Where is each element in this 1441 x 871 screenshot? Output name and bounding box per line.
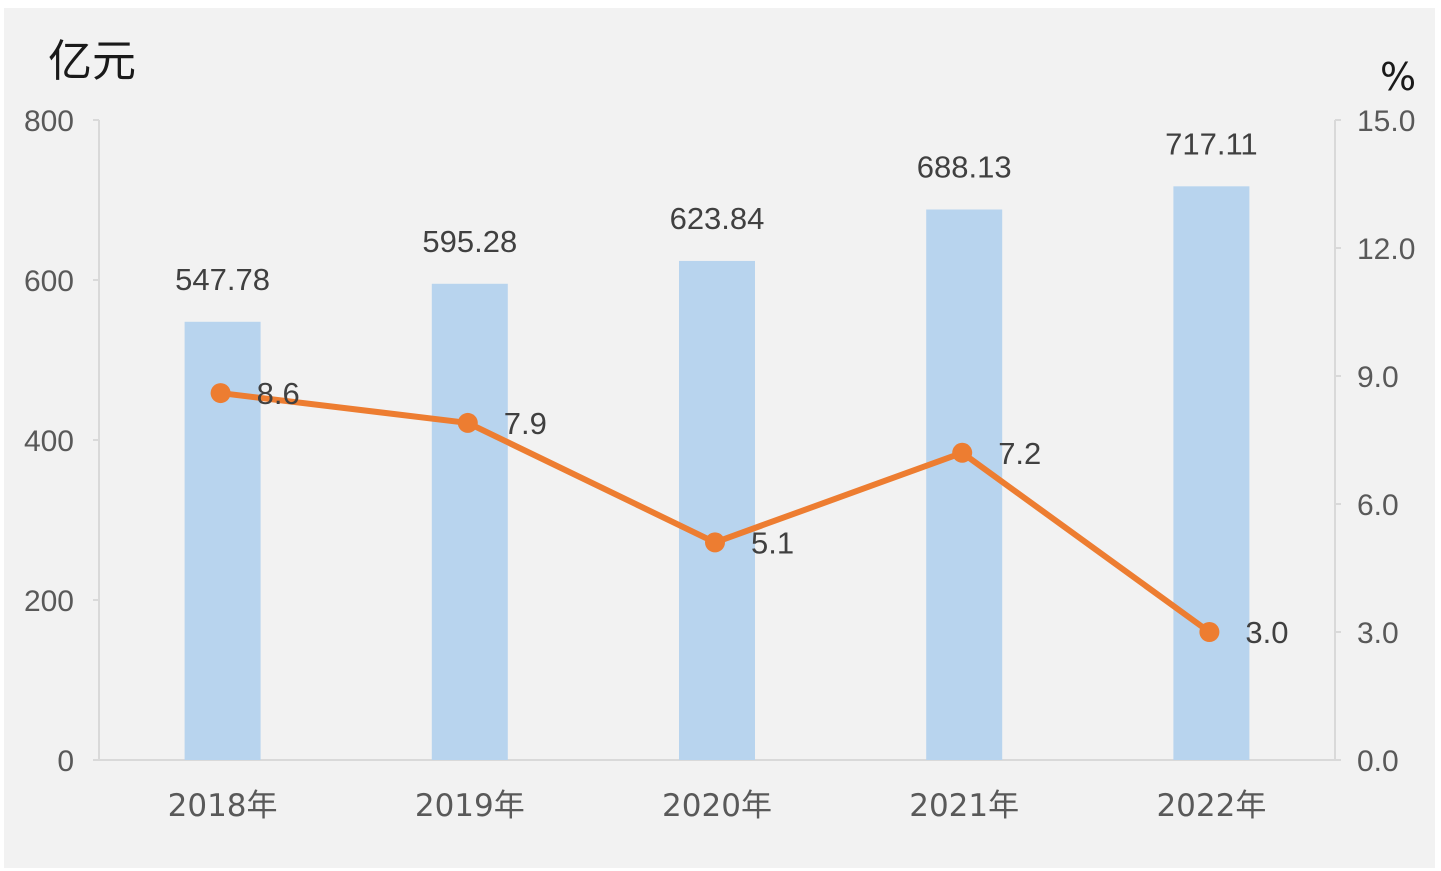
left-tick-label: 0 <box>57 745 74 778</box>
line-point-2018年 <box>210 383 231 404</box>
right-tick-label: 0.0 <box>1357 745 1399 778</box>
bar-value-label: 623.84 <box>670 201 765 236</box>
category-label: 2022年 <box>1156 788 1266 824</box>
combo-chart: 亿元 % 547.78 595.28 623.84 688.13 717.11 8.6 7.… <box>24 36 1416 824</box>
line-value-label: 3.0 <box>1245 615 1288 650</box>
bar-value-label: 717.11 <box>1165 126 1258 161</box>
category-label: 2018年 <box>168 788 278 824</box>
right-tick-label: 3.0 <box>1357 617 1399 650</box>
left-tick-label: 400 <box>24 425 74 458</box>
category-label: 2020年 <box>662 788 772 824</box>
right-axis-unit: % <box>1380 55 1416 99</box>
left-tick-label: 800 <box>24 105 74 138</box>
category-label: 2021年 <box>909 788 1019 824</box>
category-label: 2019年 <box>415 788 525 824</box>
line-value-label: 7.2 <box>998 436 1041 471</box>
bar-2019年 <box>431 283 508 760</box>
right-tick-label: 6.0 <box>1357 489 1399 522</box>
left-tick-label: 200 <box>24 585 74 618</box>
line-point-2020年 <box>705 532 725 553</box>
left-axis-unit: 亿元 <box>48 36 136 87</box>
line-value-label: 5.1 <box>751 525 794 560</box>
bar-2021年 <box>926 209 1003 761</box>
bar-series <box>184 186 1250 761</box>
bar-value-label: 688.13 <box>917 149 1012 184</box>
line-point-2022年 <box>1199 622 1220 642</box>
line-series <box>210 383 1220 642</box>
axis-ticks: 0 200 400 600 800 0.0 3.0 6.0 9.0 12.0 15.0 2018年 20… <box>24 105 1415 824</box>
left-tick-label: 600 <box>24 265 74 298</box>
right-tick-label: 15.0 <box>1357 105 1415 138</box>
line-value-label: 8.6 <box>257 376 300 411</box>
right-tick-label: 12.0 <box>1357 233 1415 266</box>
chart-area: 亿元 % 547.78 595.28 623.84 688.13 717.11 8.6 7.… <box>4 8 1435 868</box>
bar-2020年 <box>679 260 755 760</box>
line-point-2021年 <box>952 442 973 463</box>
line-value-label: 7.9 <box>504 406 547 441</box>
data-labels: 547.78 595.28 623.84 688.13 717.11 8.6 7.9 5.1 7… <box>175 126 1288 650</box>
bar-2022年 <box>1173 186 1250 760</box>
bar-value-label: 595.28 <box>422 224 517 259</box>
bar-value-label: 547.78 <box>175 262 270 297</box>
line-point-2019年 <box>457 412 478 433</box>
right-tick-label: 9.0 <box>1357 361 1399 394</box>
